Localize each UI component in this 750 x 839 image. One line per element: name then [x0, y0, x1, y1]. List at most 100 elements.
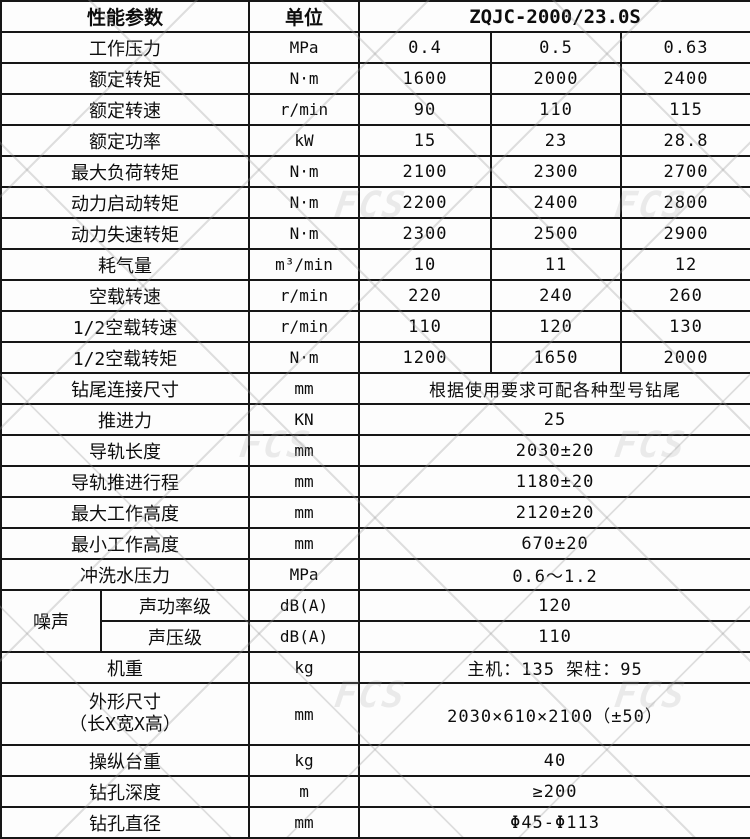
value-cell: 260 [620, 279, 750, 312]
param-label: 额定转矩 [0, 62, 251, 95]
value-cell: 15 [358, 124, 493, 157]
param-label: 额定转速 [0, 93, 251, 126]
value-cell: 2030±20 [358, 434, 750, 467]
value-cell: 2200 [358, 186, 493, 219]
unit-cell: mm [248, 806, 361, 839]
unit-cell: mm [248, 434, 361, 467]
param-label: 工作压力 [0, 31, 251, 64]
param-label: 额定功率 [0, 124, 251, 157]
param-label: 动力失速转矩 [0, 217, 251, 250]
param-label: 声功率级 [99, 589, 251, 622]
spec-row: 最大负荷转矩 N·m 2100 2300 2700 [0, 155, 750, 188]
spec-row: 额定功率 kW 15 23 28.8 [0, 124, 750, 157]
param-label: 钻孔直径 [0, 806, 251, 839]
value-cell: Φ45-Φ113 [358, 806, 750, 839]
spec-row: 冲洗水压力 MPa 0.6～1.2 [0, 558, 750, 591]
value-cell: 2300 [490, 155, 623, 188]
value-cell: ≥200 [358, 775, 750, 808]
unit-header: 单位 [248, 0, 361, 33]
value-cell: 23 [490, 124, 623, 157]
param-label: 最小工作高度 [0, 527, 251, 560]
unit-cell: r/min [248, 310, 361, 343]
value-cell: 1200 [358, 341, 493, 374]
spec-row: 最小工作高度 mm 670±20 [0, 527, 750, 560]
unit-cell: MPa [248, 31, 361, 64]
value-cell: 120 [358, 589, 750, 622]
unit-cell: dB(A) [248, 589, 361, 622]
spec-row: 机重 kg 主机：135 架柱：95 [0, 651, 750, 684]
param-label: 钻尾连接尺寸 [0, 372, 251, 405]
value-cell: 0.5 [490, 31, 623, 64]
value-cell: 1600 [358, 62, 493, 95]
spec-row: 空载转速 r/min 220 240 260 [0, 279, 750, 312]
unit-cell: N·m [248, 341, 361, 374]
param-header: 性能参数 [0, 0, 251, 33]
unit-cell: N·m [248, 62, 361, 95]
unit-cell: MPa [248, 558, 361, 591]
value-cell: 根据使用要求可配各种型号钻尾 [358, 372, 750, 405]
unit-cell: mm [248, 496, 361, 529]
value-cell: 11 [490, 248, 623, 281]
unit-cell: m³/min [248, 248, 361, 281]
value-cell: 0.4 [358, 31, 493, 64]
spec-row: 最大工作高度 mm 2120±20 [0, 496, 750, 529]
param-label: 外形尺寸 （长X宽X高） [0, 682, 251, 746]
value-cell: 2030×610×2100（±50） [358, 682, 750, 746]
param-label: 耗气量 [0, 248, 251, 281]
spec-row: 钻孔深度 m ≥200 [0, 775, 750, 808]
header-row: 性能参数 单位 ZQJC-2000/23.0S [0, 0, 750, 33]
value-cell: 2100 [358, 155, 493, 188]
param-label: 机重 [0, 651, 251, 684]
value-cell: 110 [358, 620, 750, 653]
param-label: 最大负荷转矩 [0, 155, 251, 188]
value-cell: 28.8 [620, 124, 750, 157]
value-cell: 10 [358, 248, 493, 281]
unit-cell: N·m [248, 186, 361, 219]
value-cell: 25 [358, 403, 750, 436]
value-cell: 2900 [620, 217, 750, 250]
param-label: 1/2空载转矩 [0, 341, 251, 374]
unit-cell: r/min [248, 93, 361, 126]
value-cell: 220 [358, 279, 493, 312]
spec-row: 推进力 KN 25 [0, 403, 750, 436]
value-cell: 120 [490, 310, 623, 343]
param-label: 导轨推进行程 [0, 465, 251, 498]
spec-row: 钻尾连接尺寸 mm 根据使用要求可配各种型号钻尾 [0, 372, 750, 405]
spec-row: 耗气量 m³/min 10 11 12 [0, 248, 750, 281]
value-cell: 2400 [490, 186, 623, 219]
spec-row: 外形尺寸 （长X宽X高） mm 2030×610×2100（±50） [0, 682, 750, 746]
param-label: 导轨长度 [0, 434, 251, 467]
value-cell: 2000 [620, 341, 750, 374]
spec-row: 导轨长度 mm 2030±20 [0, 434, 750, 467]
spec-row: 1/2空载转速 r/min 110 120 130 [0, 310, 750, 343]
spec-row: 额定转速 r/min 90 110 115 [0, 93, 750, 126]
unit-cell: mm [248, 372, 361, 405]
value-cell: 2120±20 [358, 496, 750, 529]
value-cell: 2000 [490, 62, 623, 95]
unit-cell: dB(A) [248, 620, 361, 653]
param-label: 空载转速 [0, 279, 251, 312]
value-cell: 110 [358, 310, 493, 343]
spec-row: 动力启动转矩 N·m 2200 2400 2800 [0, 186, 750, 219]
unit-cell: N·m [248, 217, 361, 250]
value-cell: 670±20 [358, 527, 750, 560]
unit-cell: kW [248, 124, 361, 157]
value-cell: 130 [620, 310, 750, 343]
unit-cell: mm [248, 527, 361, 560]
param-label: 声压级 [99, 620, 251, 653]
unit-cell: mm [248, 465, 361, 498]
unit-cell: KN [248, 403, 361, 436]
param-label: 动力启动转矩 [0, 186, 251, 219]
value-cell: 40 [358, 744, 750, 777]
noise-group-label: 噪声 [0, 589, 102, 653]
value-cell: 0.6～1.2 [358, 558, 750, 591]
value-cell: 2300 [358, 217, 493, 250]
param-label: 钻孔深度 [0, 775, 251, 808]
spec-row: 操纵台重 kg 40 [0, 744, 750, 777]
value-cell: 1650 [490, 341, 623, 374]
unit-cell: m [248, 775, 361, 808]
value-cell: 115 [620, 93, 750, 126]
unit-cell: kg [248, 651, 361, 684]
